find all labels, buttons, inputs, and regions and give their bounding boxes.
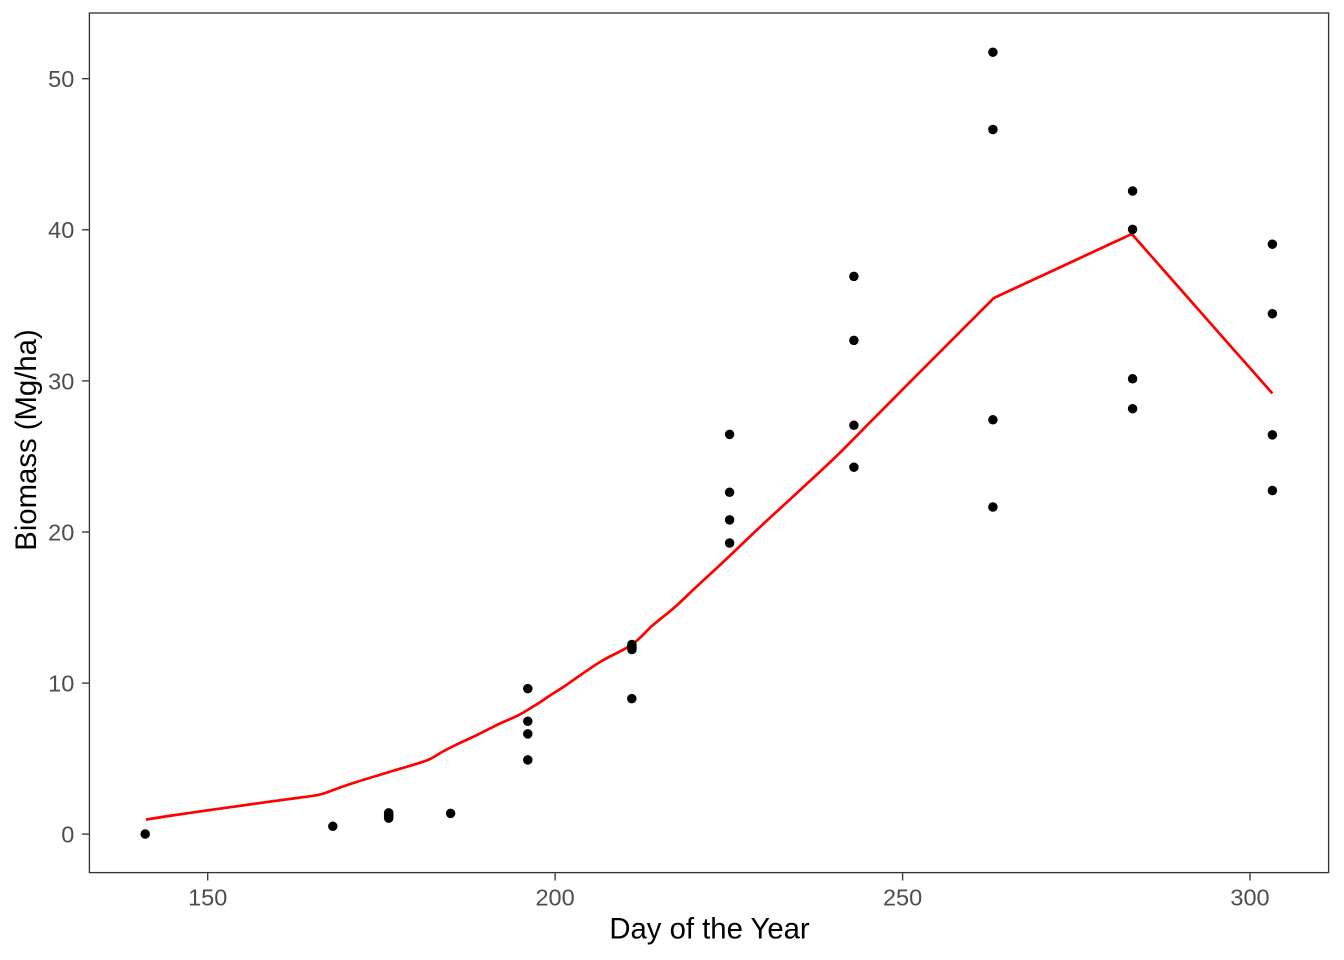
svg-text:0: 0 xyxy=(61,822,74,848)
svg-text:30: 30 xyxy=(48,368,74,394)
svg-text:200: 200 xyxy=(535,885,574,911)
svg-text:40: 40 xyxy=(48,217,74,243)
svg-text:10: 10 xyxy=(48,671,74,697)
svg-text:150: 150 xyxy=(188,885,227,911)
svg-text:300: 300 xyxy=(1230,885,1269,911)
svg-text:50: 50 xyxy=(48,66,74,92)
svg-text:20: 20 xyxy=(48,519,74,545)
svg-text:Day of the Year: Day of the Year xyxy=(609,913,810,946)
svg-text:250: 250 xyxy=(883,885,922,911)
svg-text:Biomass (Mg/ha): Biomass (Mg/ha) xyxy=(10,329,43,550)
